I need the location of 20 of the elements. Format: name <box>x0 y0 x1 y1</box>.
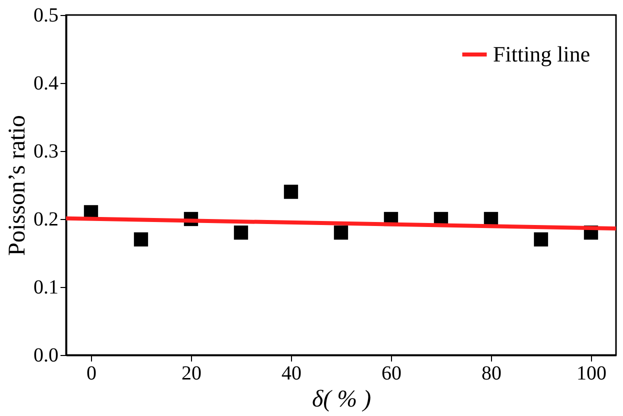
x-axis-title: δ( % ) <box>312 386 372 412</box>
x-tick-label: 40 <box>282 362 302 384</box>
y-tick-label: 0.5 <box>34 4 58 26</box>
x-tick-label: 60 <box>382 362 402 384</box>
y-tick-label: 0.3 <box>34 140 58 162</box>
point <box>534 232 548 246</box>
x-tick-label: 80 <box>482 362 502 384</box>
point <box>134 232 148 246</box>
y-tick-label: 0.0 <box>34 344 58 366</box>
point <box>334 226 348 240</box>
x-tick-label: 100 <box>576 362 606 384</box>
y-tick-label: 0.1 <box>34 276 58 298</box>
x-tick-label: 20 <box>182 362 202 384</box>
y-axis-title: Poisson’s ratio <box>4 115 30 256</box>
legend-label: Fitting line <box>493 42 590 66</box>
point <box>284 184 298 199</box>
x-tick-label: 0 <box>86 362 96 384</box>
point <box>234 226 248 240</box>
y-tick-label: 0.4 <box>34 72 58 94</box>
y-tick-label: 0.2 <box>34 208 58 230</box>
